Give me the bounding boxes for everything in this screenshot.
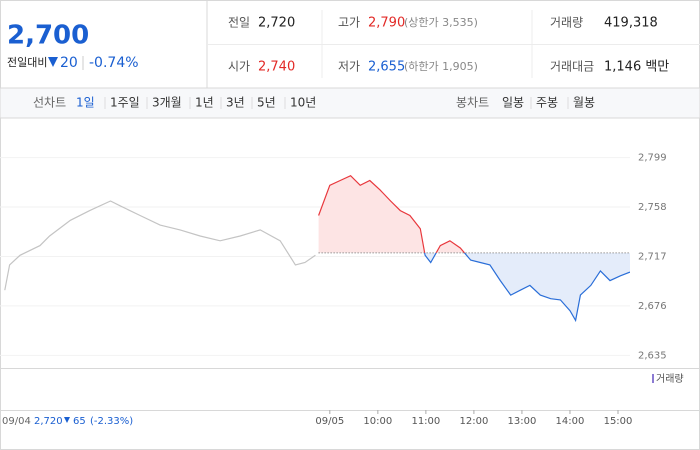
- tab[interactable]: 5년: [257, 96, 276, 110]
- down-arrow: [48, 57, 58, 67]
- legend-swatch: [652, 374, 654, 383]
- stat-label: 시가: [228, 60, 250, 74]
- price-line: [424, 252, 630, 323]
- stat-label: 전일: [228, 16, 250, 30]
- down-arrow: [64, 417, 70, 423]
- stat-value: 1,146 백만: [604, 60, 669, 75]
- x-tick-label: 14:00: [556, 416, 585, 427]
- prev-close: 2,720: [34, 416, 63, 427]
- tab[interactable]: 3년: [226, 96, 245, 110]
- stat-value: 2,655: [368, 60, 405, 75]
- y-tick-label: 2,676: [638, 301, 667, 312]
- stat-value: 2,720: [258, 16, 295, 31]
- price-line: [318, 174, 466, 253]
- tab[interactable]: 1주일: [110, 96, 140, 110]
- prev-change: 65: [73, 416, 86, 427]
- prev-date: 09/04: [2, 416, 31, 427]
- tab-heading: 선차트: [33, 96, 66, 110]
- stat-label: 고가: [338, 16, 360, 30]
- tab-heading: 봉차트: [456, 96, 489, 110]
- price: 2,700: [7, 21, 89, 51]
- tab[interactable]: 10년: [290, 96, 316, 110]
- stat-label: 거래량: [550, 16, 583, 30]
- prev-change-pct: (-2.33%): [90, 416, 133, 427]
- stat-note: (하한가 1,905): [404, 59, 478, 73]
- price-line: [4, 200, 316, 291]
- stat-value: 2,740: [258, 60, 295, 75]
- stat-note: (상한가 3,535): [404, 16, 478, 29]
- tab[interactable]: 1일: [76, 96, 95, 110]
- tab[interactable]: 1년: [195, 96, 214, 110]
- y-tick-label: 2,717: [638, 251, 667, 262]
- area-fill: [318, 175, 630, 253]
- y-tick-label: 2,758: [638, 202, 667, 213]
- stat-label: 거래대금: [550, 60, 594, 74]
- x-tick-label: 13:00: [508, 416, 537, 427]
- tab[interactable]: 3개월: [152, 96, 182, 110]
- tab-bar: [0, 87, 700, 119]
- stat-value: 419,318: [604, 16, 658, 31]
- legend-label: 거래량: [656, 373, 684, 385]
- x-tick-label: 12:00: [459, 416, 488, 427]
- x-tick-label: 09/05: [315, 416, 344, 427]
- tab[interactable]: 주봉: [536, 96, 558, 110]
- change: 20: [60, 55, 78, 71]
- x-tick-label: 11:00: [411, 416, 440, 427]
- change-pct: -0.74%: [89, 55, 139, 71]
- x-tick-label: 10:00: [363, 416, 392, 427]
- stat-label: 저가: [338, 60, 360, 74]
- x-tick-label: 15:00: [604, 416, 633, 427]
- tab[interactable]: 월봉: [573, 96, 595, 110]
- y-tick-label: 2,799: [638, 153, 667, 164]
- stat-value: 2,790: [368, 16, 405, 31]
- tab[interactable]: 일봉: [502, 96, 524, 110]
- y-tick-label: 2,635: [638, 350, 667, 361]
- change-label: 전일대비: [7, 55, 47, 69]
